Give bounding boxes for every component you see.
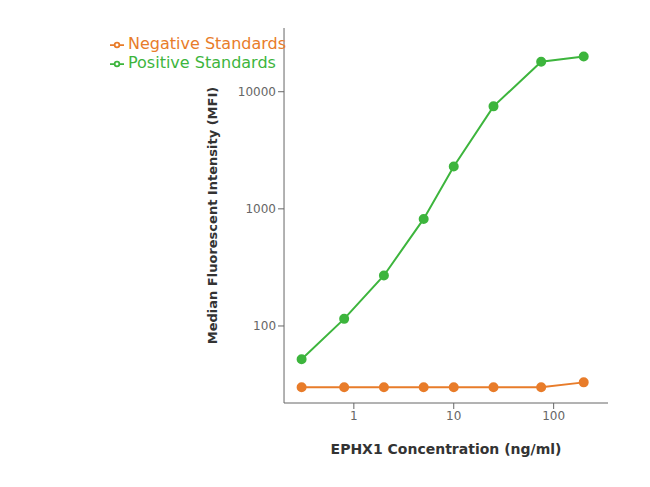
svg-text:1000: 1000 <box>245 202 276 216</box>
svg-text:Median Fluorescent Intensity (: Median Fluorescent Intensity (MFI) <box>205 87 220 344</box>
svg-text:10000: 10000 <box>238 85 276 99</box>
html-text:Negative Standards: Negative Standards <box>128 34 286 53</box>
svg-text:10: 10 <box>446 409 461 423</box>
svg-text:100: 100 <box>542 409 565 423</box>
svg-text:100: 100 <box>253 319 276 333</box>
svg-text:EPHX1 Concentration (ng/ml): EPHX1 Concentration (ng/ml) <box>331 441 562 457</box>
html-text:Positive Standards: Positive Standards <box>128 53 276 72</box>
svg-text:1: 1 <box>350 409 358 423</box>
